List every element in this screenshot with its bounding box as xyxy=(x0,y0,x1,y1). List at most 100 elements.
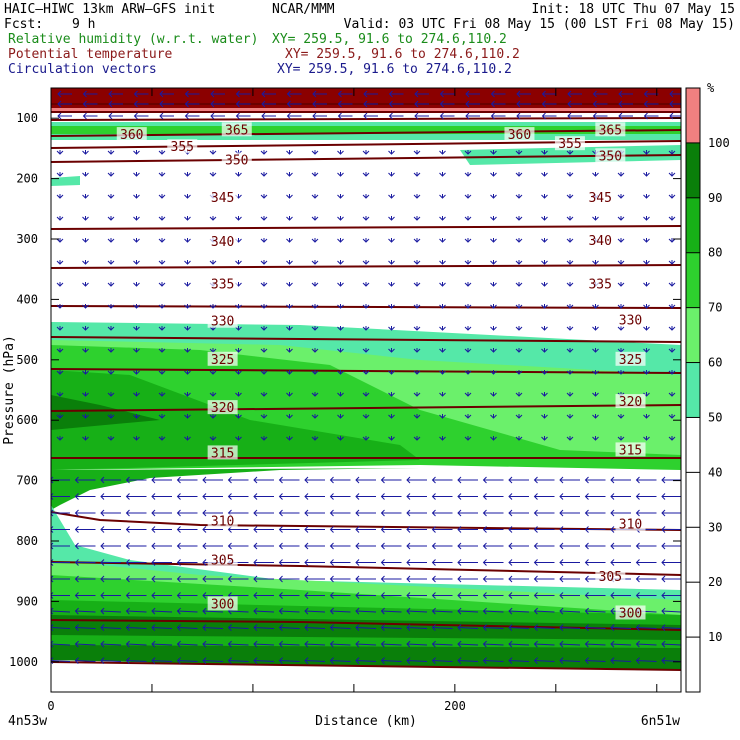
wind-vector xyxy=(56,436,64,441)
wind-vector xyxy=(202,575,223,583)
wind-vector xyxy=(482,592,504,599)
wind-vector xyxy=(82,172,89,177)
wind-vector xyxy=(584,607,606,615)
wind-vector xyxy=(439,100,455,108)
wind-vector xyxy=(661,526,681,533)
wind-vector xyxy=(618,100,633,108)
wind-vector xyxy=(107,304,115,309)
wind-vector xyxy=(133,112,149,120)
wind-vector xyxy=(74,592,96,599)
wind-vector xyxy=(355,640,377,648)
wind-vector xyxy=(304,493,325,500)
theta-label-350: 350 xyxy=(225,153,248,168)
wind-vector xyxy=(431,624,453,631)
wind-vector xyxy=(566,150,574,155)
humidity-band xyxy=(460,145,681,165)
theta-label-bg xyxy=(221,122,252,137)
wind-vector xyxy=(592,414,599,419)
wind-vector xyxy=(541,370,548,375)
wind-vector xyxy=(490,100,506,108)
wind-vector xyxy=(227,476,249,484)
wind-vector xyxy=(337,150,344,155)
wind-vector xyxy=(362,370,370,375)
wind-vector xyxy=(74,575,96,583)
y-axis-label: Pressure (hPa) xyxy=(2,335,17,445)
wind-vector xyxy=(515,216,523,221)
wind-vector xyxy=(56,348,64,353)
axis-ticks xyxy=(50,88,681,692)
wind-vector xyxy=(363,112,378,120)
wind-vector xyxy=(388,112,404,120)
wind-vector xyxy=(151,542,172,550)
wind-vector xyxy=(541,260,548,265)
wind-vector xyxy=(592,172,599,177)
wind-vector xyxy=(304,657,326,664)
wind-vectors xyxy=(51,90,681,664)
wind-vector xyxy=(661,493,681,500)
wind-vector xyxy=(82,436,89,441)
wind-vector xyxy=(151,657,173,664)
wind-vector xyxy=(533,559,555,566)
wind-vector xyxy=(125,526,147,533)
wind-vector xyxy=(278,592,300,599)
wind-vector xyxy=(184,90,200,98)
wind-vector xyxy=(464,260,472,265)
wind-vector xyxy=(413,150,421,155)
wind-vector xyxy=(227,657,249,664)
wind-vector xyxy=(439,282,446,287)
wind-vector xyxy=(566,172,574,177)
wind-vector xyxy=(541,194,548,199)
wind-vector xyxy=(100,592,121,599)
wind-vector xyxy=(133,216,140,221)
theta-label-bg xyxy=(207,234,238,249)
theta-label-bg xyxy=(585,276,616,291)
wind-vector xyxy=(464,370,472,375)
wind-vector xyxy=(533,575,555,583)
wind-vector xyxy=(311,260,319,265)
theta-label-340: 340 xyxy=(211,235,234,250)
wind-vector xyxy=(584,592,606,599)
theta-label-335: 335 xyxy=(588,277,611,292)
wind-vector xyxy=(260,216,268,221)
wind-vector xyxy=(311,370,319,375)
wind-vector xyxy=(482,476,504,484)
wind-vector xyxy=(253,640,275,648)
wind-vector xyxy=(617,414,625,419)
wind-vector xyxy=(235,414,242,419)
wind-vector xyxy=(57,100,72,108)
wind-vector xyxy=(159,112,174,120)
wind-vector xyxy=(643,326,650,331)
wind-vector xyxy=(176,575,198,583)
wind-vector xyxy=(559,476,580,484)
wind-vector xyxy=(253,559,274,566)
y-tick-label: 900 xyxy=(16,594,38,608)
wind-vector xyxy=(235,370,242,375)
y-tick-label: 100 xyxy=(16,111,38,125)
wind-vector xyxy=(490,194,497,199)
colorbar-frame xyxy=(685,87,701,693)
wind-vector xyxy=(100,493,121,500)
wind-vector xyxy=(661,624,681,631)
wind-vector xyxy=(515,414,523,419)
wind-vector xyxy=(82,370,89,375)
wind-vector xyxy=(329,559,351,566)
wind-vector xyxy=(464,436,472,441)
y-tick-label: 1000 xyxy=(9,655,38,669)
wind-vector xyxy=(311,436,319,441)
fcst-label: Fcst: xyxy=(4,17,43,32)
theta-label-330: 330 xyxy=(619,314,642,329)
theta-label-bg xyxy=(167,139,198,154)
wind-vector xyxy=(406,624,428,631)
wind-vector xyxy=(617,304,625,309)
wind-vector xyxy=(431,526,453,533)
wind-vector xyxy=(151,476,172,484)
wind-vector xyxy=(311,392,319,397)
wind-vector xyxy=(286,392,293,397)
theta-label-330: 330 xyxy=(211,315,234,330)
wind-vector xyxy=(278,624,300,631)
wind-vector xyxy=(158,326,166,331)
wind-vector xyxy=(464,326,472,331)
wind-vector xyxy=(431,607,453,615)
wind-vector xyxy=(668,370,676,375)
field-wind-xy: XY= 259.5, 91.6 to 274.6,110.2 xyxy=(277,62,512,77)
